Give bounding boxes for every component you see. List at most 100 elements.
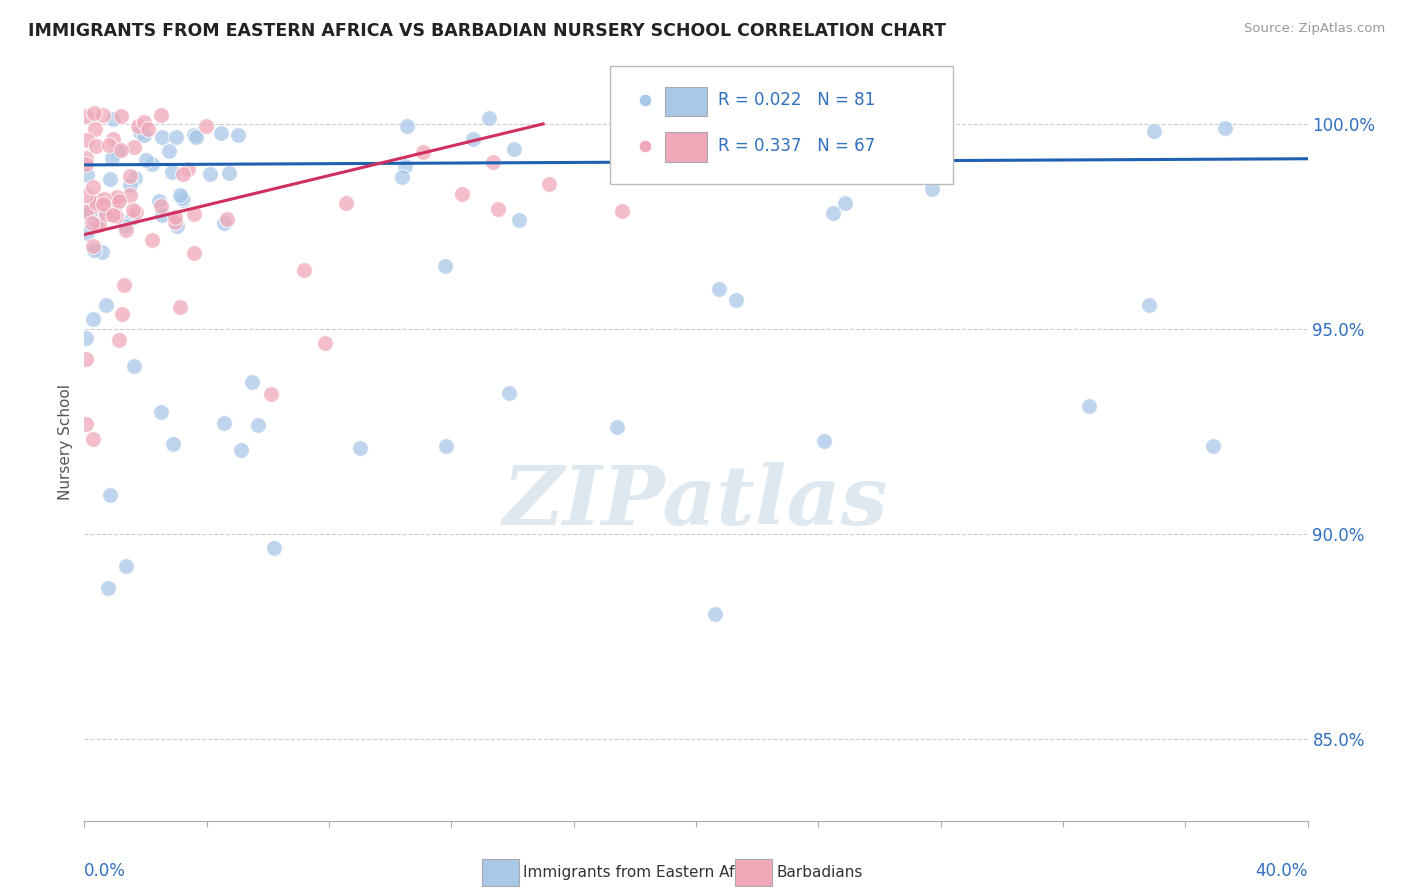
Point xyxy=(83,106,105,120)
Point xyxy=(136,122,159,136)
Point xyxy=(104,194,127,208)
Point xyxy=(478,112,501,126)
Point xyxy=(75,330,97,344)
Point xyxy=(907,136,929,150)
Point xyxy=(122,202,145,217)
Point xyxy=(87,218,110,232)
Point xyxy=(98,488,121,502)
Point xyxy=(118,178,141,193)
Point xyxy=(165,129,187,144)
Point xyxy=(1077,399,1099,413)
Point xyxy=(813,434,835,449)
Point xyxy=(259,387,281,401)
Text: Immigrants from Eastern Africa: Immigrants from Eastern Africa xyxy=(523,865,763,880)
Point xyxy=(226,128,249,142)
Point xyxy=(94,207,117,221)
Point xyxy=(124,204,146,219)
Text: R = 0.337   N = 67: R = 0.337 N = 67 xyxy=(718,136,875,155)
Point xyxy=(129,125,152,139)
Point xyxy=(98,171,121,186)
Point xyxy=(169,187,191,202)
Point xyxy=(335,196,357,211)
Point xyxy=(82,432,104,446)
Point xyxy=(612,203,634,218)
Point xyxy=(498,385,520,400)
Text: ZIPatlas: ZIPatlas xyxy=(503,462,889,542)
Point xyxy=(724,293,747,308)
Point xyxy=(141,157,163,171)
Point xyxy=(101,112,124,126)
Point xyxy=(84,215,107,229)
Point xyxy=(183,128,205,142)
Point xyxy=(111,307,134,321)
Point xyxy=(184,130,207,145)
Point xyxy=(200,167,222,181)
Point xyxy=(75,352,97,367)
Point xyxy=(1202,439,1225,453)
Point xyxy=(394,160,416,174)
Point xyxy=(86,193,108,207)
Point xyxy=(165,210,187,224)
Point xyxy=(169,300,191,314)
Point xyxy=(114,219,136,233)
Y-axis label: Nursery School: Nursery School xyxy=(58,384,73,500)
Point xyxy=(96,204,118,219)
Point xyxy=(82,180,104,194)
Point xyxy=(98,137,121,152)
Point xyxy=(823,206,845,220)
Text: Barbadians: Barbadians xyxy=(776,865,862,880)
Point xyxy=(87,194,110,208)
Point xyxy=(149,199,172,213)
Point xyxy=(1143,124,1166,138)
Point xyxy=(834,196,856,211)
Point xyxy=(183,245,205,260)
Point xyxy=(91,245,114,260)
Point xyxy=(108,334,131,348)
Point xyxy=(83,243,105,257)
Point xyxy=(75,188,97,202)
Point xyxy=(107,144,129,158)
Text: Source: ZipAtlas.com: Source: ZipAtlas.com xyxy=(1244,22,1385,36)
Point xyxy=(434,259,457,273)
Point xyxy=(118,187,141,202)
Point xyxy=(451,187,474,202)
Point xyxy=(704,607,727,621)
Point xyxy=(101,132,124,146)
Point xyxy=(86,202,108,217)
Text: 40.0%: 40.0% xyxy=(1256,863,1308,880)
Point xyxy=(82,312,104,326)
Point xyxy=(434,438,457,452)
Point xyxy=(461,132,484,146)
Point xyxy=(124,140,146,154)
Point xyxy=(76,227,98,241)
Point xyxy=(150,108,173,122)
Point xyxy=(135,153,157,168)
Point xyxy=(115,559,138,574)
Point xyxy=(112,278,135,293)
Point xyxy=(100,151,122,165)
Point xyxy=(172,193,194,207)
Point xyxy=(412,145,434,159)
Point xyxy=(75,205,97,219)
Point xyxy=(121,211,143,226)
Point xyxy=(93,192,115,206)
Point xyxy=(707,283,730,297)
Point xyxy=(150,130,173,145)
Point xyxy=(75,156,97,170)
Point xyxy=(503,142,526,156)
Point xyxy=(115,223,138,237)
Point xyxy=(194,119,217,133)
Point xyxy=(538,178,561,192)
Point xyxy=(132,114,155,128)
Point xyxy=(172,191,194,205)
Point xyxy=(166,219,188,233)
Point xyxy=(79,204,101,219)
Point xyxy=(105,190,128,204)
Point xyxy=(768,137,790,152)
Point xyxy=(1213,121,1236,136)
Point xyxy=(122,359,145,373)
Point xyxy=(103,200,125,214)
Point xyxy=(165,215,187,229)
Point xyxy=(84,196,107,211)
Point xyxy=(314,336,336,351)
